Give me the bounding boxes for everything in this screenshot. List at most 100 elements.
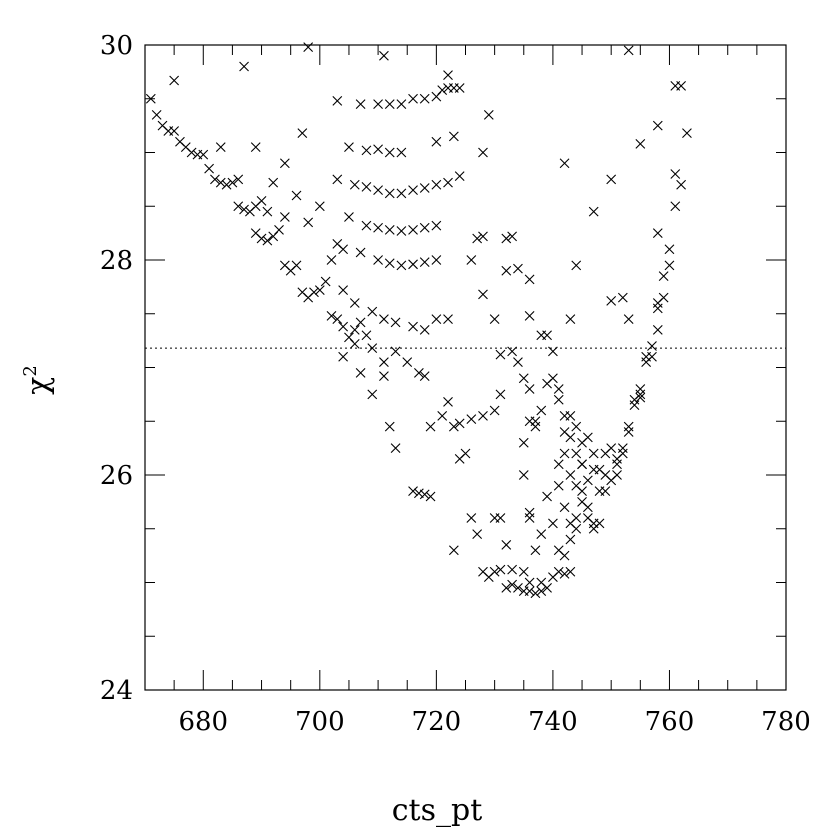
data-point [332,174,343,185]
data-point [419,93,430,104]
data-point [478,410,488,421]
data-point [256,233,267,244]
data-point [553,480,564,491]
data-point [565,566,576,577]
data-point [542,330,552,341]
data-point [448,421,459,432]
data-point [495,389,506,400]
data-point [582,475,593,486]
data-point [559,158,570,169]
data-point [349,298,360,308]
data-point [582,502,593,513]
data-point [530,421,541,432]
data-point [606,443,617,454]
data-point [419,222,430,233]
data-point [326,255,337,265]
data-point [344,212,354,222]
data-point [169,75,180,86]
data-point [355,247,366,258]
data-point [565,314,576,325]
data-point [553,394,564,405]
data-point [478,289,488,300]
data-point [413,367,424,378]
data-point [443,397,453,407]
data-point [623,427,634,437]
data-point [250,142,261,153]
data-point [355,317,366,328]
data-point [559,569,570,579]
data-point [536,529,547,540]
data-point [629,400,640,411]
data-point [390,346,401,357]
data-point [536,586,547,596]
data-point [530,545,541,556]
data-point [612,470,622,480]
y-axis-label-base: χ [21,377,56,395]
data-point [670,201,681,212]
data-point [478,231,488,242]
data-point [314,285,325,295]
data-point [215,177,226,188]
data-point [419,257,430,268]
data-point [332,314,343,325]
data-point [454,171,465,182]
data-point [501,233,512,244]
data-point [361,182,372,192]
data-point [635,392,646,403]
data-point [495,513,506,523]
data-point [553,384,564,394]
y-tick-label: 26 [100,461,133,491]
data-point [495,349,506,360]
data-point [536,405,547,416]
data-point [460,448,471,459]
data-point [373,255,383,265]
data-point [588,206,599,217]
data-point [524,384,535,394]
data-point [623,45,634,56]
data-point [600,470,611,480]
data-point [256,195,267,206]
data-point [396,188,407,199]
data-point [408,225,418,235]
data-point [524,274,535,285]
data-point [454,83,465,93]
data-point [396,99,407,110]
data-point [617,443,628,454]
data-point [262,206,273,217]
data-point [559,550,570,561]
data-point [507,564,518,575]
data-point [408,259,418,270]
data-point [239,204,249,215]
data-point [623,314,634,325]
data-point [204,163,214,174]
data-point [396,147,407,158]
data-point [652,228,663,239]
data-point [384,258,395,269]
data-point [349,179,360,190]
data-point [279,158,290,169]
data-point [373,99,383,110]
data-point [384,225,395,235]
data-point [647,341,657,351]
data-point [355,367,366,378]
data-point [448,545,459,556]
data-point [635,139,646,149]
data-point [524,513,535,523]
data-point [565,534,576,545]
data-point [384,188,395,199]
data-point [338,285,349,295]
data-point [466,513,477,523]
data-point [419,183,430,193]
data-point [408,321,418,332]
data-point [338,321,349,332]
data-point [542,491,552,502]
x-tick-label: 700 [295,707,345,737]
data-point [396,226,407,236]
data-point [413,488,424,499]
data-point [577,459,587,470]
data-point [489,405,500,416]
data-point [390,317,401,328]
data-point [373,185,383,196]
data-point [309,287,319,298]
